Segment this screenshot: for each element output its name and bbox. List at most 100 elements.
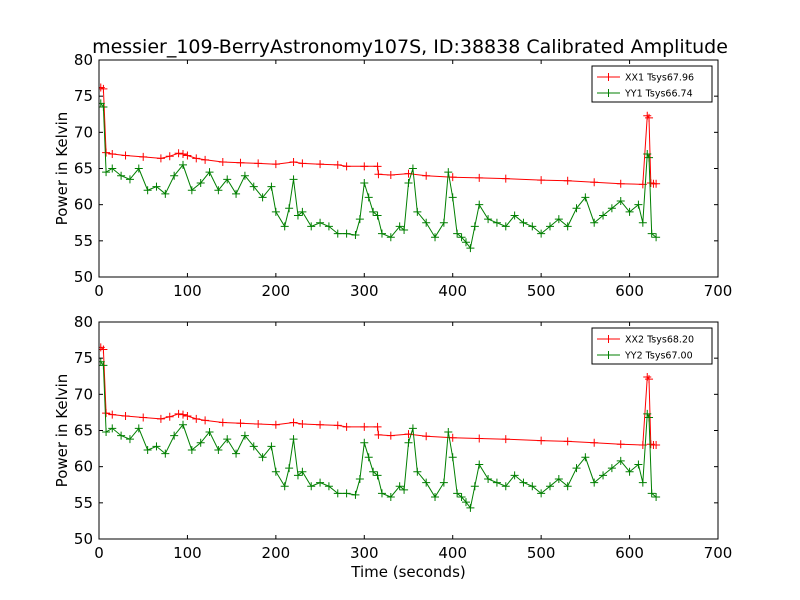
data-point [289,175,298,184]
data-point [554,215,563,224]
data-point [643,409,652,418]
x-tick-label: 200 [262,282,291,300]
data-point [152,442,161,451]
data-point [174,149,183,158]
data-point [125,175,134,184]
data-point [599,211,608,220]
data-point [143,446,152,455]
data-point [271,160,280,169]
x-tick-label: 700 [704,282,733,300]
data-point [563,482,572,491]
data-point [258,193,267,202]
data-point [466,244,475,253]
data-point [143,186,152,195]
data-point [537,489,546,498]
data-point [360,422,369,431]
data-point [616,179,625,188]
x-tick-label: 200 [262,544,291,562]
data-point [439,218,448,227]
data-point [453,489,462,498]
data-point [298,419,307,428]
data-point [298,467,307,476]
data-point [165,412,174,421]
data-point [307,222,316,231]
legend-entry: YY1 Tsys66.74 [597,89,693,100]
data-point [652,493,661,502]
data-point [431,233,440,242]
y-tick-label: 75 [74,87,93,105]
data-point [501,482,510,491]
data-point [634,200,643,209]
data-point [607,464,616,473]
data-point [271,207,280,216]
data-point [232,189,241,198]
data-point [607,204,616,213]
data-point [271,467,280,476]
data-point [218,157,227,166]
legend-marker [604,73,613,81]
data-point [139,152,148,161]
data-point [537,436,546,445]
data-point [599,471,608,480]
y-tick-label: 60 [74,458,93,476]
data-point [108,164,117,173]
data-point [413,207,422,216]
data-point [448,193,457,202]
data-point [99,361,108,370]
data-point [102,427,111,436]
y-tick-label: 70 [74,385,93,403]
data-point [102,148,111,157]
data-point [422,432,431,441]
data-point [545,482,554,491]
data-point [581,193,590,202]
data-point [528,482,537,491]
data-point [448,453,457,462]
data-point [475,460,484,469]
data-point [470,482,479,491]
data-point [316,218,325,227]
data-point [152,182,161,191]
data-point [457,233,466,242]
series-1 [99,83,661,189]
data-point [386,493,395,502]
data-point [475,434,484,443]
data-point [563,437,572,446]
data-point [161,449,170,458]
data-point [501,222,510,231]
data-point [484,215,493,224]
data-point [218,418,227,427]
data-point [236,158,245,167]
data-point [643,372,652,381]
legend-marker [604,335,613,343]
data-point [223,435,232,444]
data-point [519,478,528,487]
data-point [316,160,325,169]
data-point [616,456,625,465]
data-point [205,168,214,177]
legend: XX2 Tsys68.20 YY2 Tsys67.00 [591,327,713,365]
y-tick-label: 60 [74,196,93,214]
data-point [307,482,316,491]
y-tick-label: 65 [74,160,93,178]
data-point [289,418,298,427]
data-point [470,222,479,231]
data-point [342,422,351,431]
chart-title: messier_109-BerryAstronomy107S, ID:38838… [92,36,728,58]
data-point [374,170,383,179]
data-point [170,171,179,180]
data-point [192,414,201,423]
data-point [355,215,364,224]
data-point [645,153,654,162]
data-point [590,478,599,487]
y-tick-label: 65 [74,422,93,440]
data-point [108,410,117,419]
data-point [99,345,108,354]
data-point [201,155,210,164]
data-point [236,419,245,428]
data-point [117,171,126,180]
data-point [638,218,647,227]
data-point [99,84,108,93]
data-point [422,218,431,227]
data-point [324,482,333,491]
